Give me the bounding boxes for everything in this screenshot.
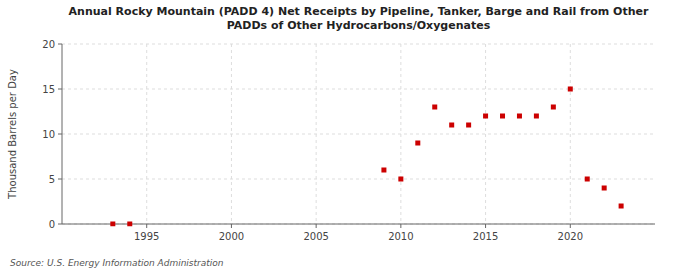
tick-mark	[58, 134, 62, 135]
tick-label: 2000	[219, 231, 244, 242]
tick-label: 15	[42, 84, 55, 95]
tick-mark	[570, 224, 571, 228]
point	[534, 114, 539, 119]
point	[381, 168, 386, 173]
tick-label: 20	[42, 39, 55, 50]
point	[110, 222, 115, 227]
chart: Annual Rocky Mountain (PADD 4) Net Recei…	[0, 0, 675, 275]
point	[517, 114, 522, 119]
points	[110, 87, 623, 227]
source: Source: U.S. Energy Information Administ…	[10, 258, 224, 268]
grid	[62, 44, 655, 224]
grid-line	[62, 89, 655, 90]
tick-label: 5	[49, 174, 55, 185]
axes: 0 5 10 15 20 1995 2000 2005 2010 2015 2020	[42, 39, 655, 242]
point	[619, 204, 624, 209]
grid-line	[570, 44, 571, 224]
grid-line	[62, 179, 655, 180]
point	[483, 114, 488, 119]
title-line: PADDs of Other Hydrocarbons/Oxygenates	[227, 19, 491, 32]
point	[127, 222, 132, 227]
tick-mark	[58, 224, 62, 225]
point	[500, 114, 505, 119]
point	[551, 105, 556, 110]
y-axis-line	[62, 44, 63, 224]
tick-mark	[58, 44, 62, 45]
point	[466, 123, 471, 128]
point	[398, 177, 403, 182]
tick-label: 10	[42, 129, 55, 140]
tick-mark	[146, 224, 147, 228]
point	[602, 186, 607, 191]
tick-mark	[400, 224, 401, 228]
tick-label: 2015	[473, 231, 498, 242]
grid-line	[400, 44, 401, 224]
grid-line	[62, 44, 655, 45]
chart-container: Annual Rocky Mountain (PADD 4) Net Recei…	[0, 0, 675, 275]
tick-label: 2020	[558, 231, 583, 242]
point	[568, 87, 573, 92]
tick-label: 2005	[303, 231, 328, 242]
tick-mark	[231, 224, 232, 228]
tick-label: 0	[49, 219, 55, 230]
point	[432, 105, 437, 110]
tick-mark	[58, 179, 62, 180]
y-axis-label: Thousand Barrels per Day	[7, 69, 18, 200]
grid-line	[62, 224, 655, 225]
tick-mark	[485, 224, 486, 228]
tick-mark	[58, 89, 62, 90]
point	[449, 123, 454, 128]
title: Annual Rocky Mountain (PADD 4) Net Recei…	[69, 5, 649, 32]
title-line: Annual Rocky Mountain (PADD 4) Net Recei…	[69, 5, 649, 18]
tick-mark	[316, 224, 317, 228]
tick-label: 1995	[134, 231, 159, 242]
point	[415, 141, 420, 146]
grid-line	[231, 44, 232, 224]
grid-line	[62, 134, 655, 135]
grid-line	[316, 44, 317, 224]
tick-label: 2010	[388, 231, 413, 242]
grid-line	[485, 44, 486, 224]
x-axis-line	[62, 224, 655, 225]
point	[585, 177, 590, 182]
grid-line	[146, 44, 147, 224]
